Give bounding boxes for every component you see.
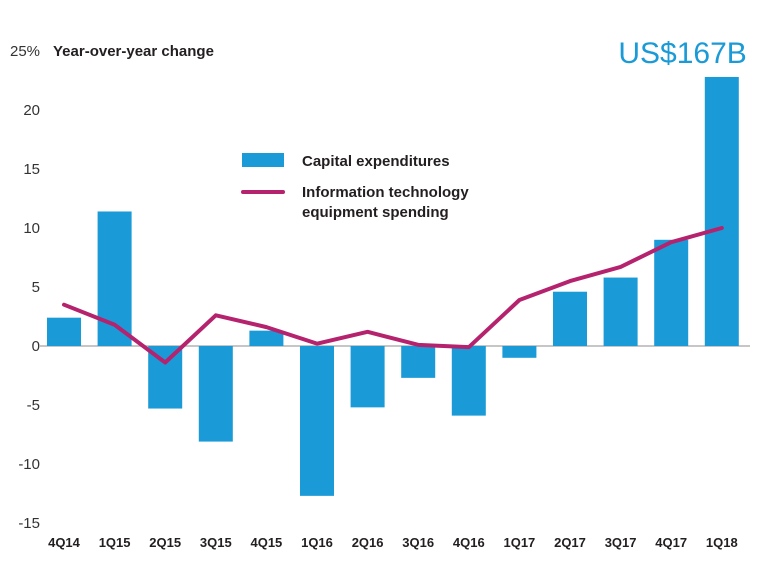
x-tick-label: 3Q17 bbox=[605, 535, 637, 550]
bar-4q15 bbox=[249, 330, 284, 346]
x-tick-label: 2Q15 bbox=[149, 535, 181, 550]
y-tick-label: -10 bbox=[18, 456, 40, 473]
y-tick-label: -15 bbox=[18, 515, 40, 532]
x-tick-label: 3Q15 bbox=[200, 535, 232, 550]
x-tick-label: 1Q18 bbox=[706, 535, 738, 550]
bar-2q17 bbox=[553, 291, 587, 346]
bar-3q17 bbox=[603, 277, 638, 346]
bar-series-capital-expenditures bbox=[47, 76, 739, 496]
legend-label-it-equipment-spending-line1: Information technology bbox=[302, 184, 469, 201]
legend-swatch-capital-expenditures bbox=[242, 153, 284, 167]
x-tick-label: 3Q16 bbox=[402, 535, 434, 550]
x-tick-label: 1Q17 bbox=[503, 535, 535, 550]
bar-1q17 bbox=[502, 346, 537, 358]
x-tick-label: 4Q14 bbox=[48, 535, 81, 550]
x-tick-label: 4Q15 bbox=[250, 535, 282, 550]
x-tick-label: 1Q15 bbox=[99, 535, 131, 550]
y-tick-label: 25% bbox=[10, 43, 40, 60]
x-tick-label: 4Q16 bbox=[453, 535, 485, 550]
bar-4q16 bbox=[451, 346, 486, 416]
bar-4q17 bbox=[654, 239, 689, 346]
bar-2q16 bbox=[350, 346, 385, 408]
annotation-us167b: US$167B bbox=[618, 37, 746, 70]
bar-1q16 bbox=[300, 346, 334, 496]
y-tick-label: -5 bbox=[27, 397, 40, 414]
bar-3q16 bbox=[401, 346, 436, 378]
bar-4q14 bbox=[47, 317, 81, 346]
y-tick-label: 0 bbox=[32, 338, 40, 355]
legend-label-it-equipment-spending-line2: equipment spending bbox=[302, 204, 449, 221]
y-tick-label: 5 bbox=[32, 279, 40, 296]
y-axis-title: Year-over-year change bbox=[53, 43, 214, 60]
x-tick-label: 4Q17 bbox=[655, 535, 687, 550]
x-tick-label: 2Q17 bbox=[554, 535, 586, 550]
x-tick-label: 1Q16 bbox=[301, 535, 333, 550]
legend-label-capital-expenditures: Capital expenditures bbox=[302, 153, 450, 170]
x-tick-label: 2Q16 bbox=[352, 535, 384, 550]
y-axis-ticks: 25% 20 15 10 5 0 -5 -10 -15 bbox=[10, 43, 40, 532]
x-axis-labels: 4Q14 1Q15 2Q15 3Q15 4Q15 1Q16 2Q16 3Q16 4Q16 1Q17… bbox=[48, 535, 738, 550]
bar-3q15 bbox=[198, 346, 233, 442]
bar-1q18 bbox=[704, 76, 739, 347]
y-tick-label: 15 bbox=[23, 161, 40, 178]
y-tick-label: 20 bbox=[23, 102, 40, 119]
y-tick-label: 10 bbox=[23, 220, 40, 237]
legend: Capital expenditures Information technol… bbox=[241, 153, 469, 221]
line-series-it-equipment-spending bbox=[62, 226, 724, 365]
